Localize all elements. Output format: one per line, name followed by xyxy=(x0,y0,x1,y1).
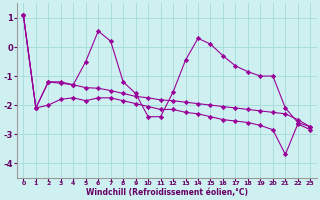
X-axis label: Windchill (Refroidissement éolien,°C): Windchill (Refroidissement éolien,°C) xyxy=(86,188,248,197)
